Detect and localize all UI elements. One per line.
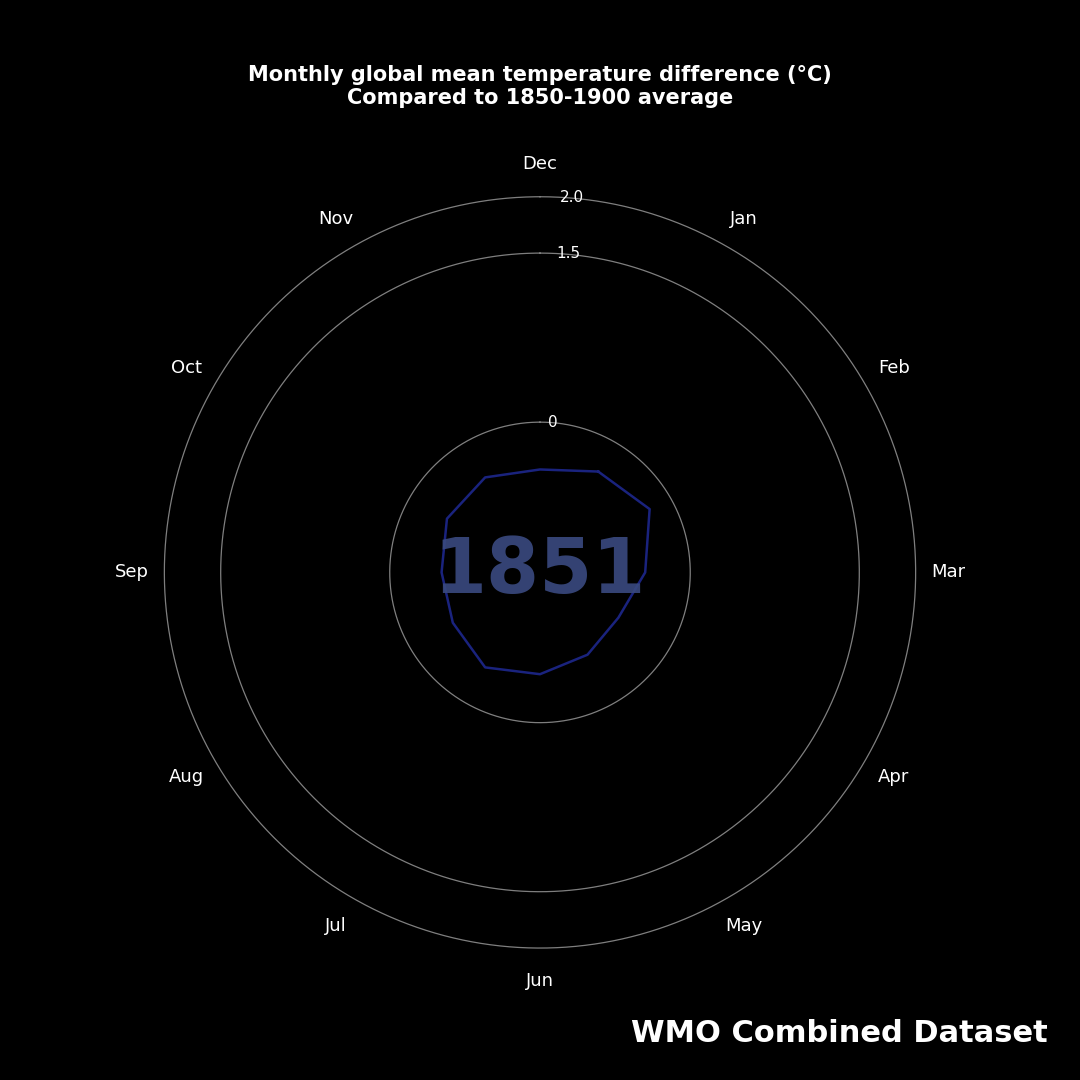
Text: Jan: Jan [730,210,758,228]
Text: May: May [726,917,762,935]
Text: Nov: Nov [319,210,353,228]
Text: 1.5: 1.5 [556,246,581,261]
Text: Feb: Feb [878,360,909,377]
Text: WMO Combined Dataset: WMO Combined Dataset [631,1018,1048,1048]
Text: Monthly global mean temperature difference (°C)
Compared to 1850-1900 average: Monthly global mean temperature differen… [248,65,832,108]
Text: 2.0: 2.0 [559,190,584,205]
Text: Apr: Apr [878,768,909,785]
Text: Jun: Jun [526,972,554,990]
Text: Sep: Sep [114,564,148,581]
Text: 0: 0 [548,415,557,430]
Text: Oct: Oct [171,360,202,377]
Text: Aug: Aug [168,768,204,785]
Text: Mar: Mar [931,564,966,581]
Text: Dec: Dec [523,154,557,173]
Text: 1851: 1851 [434,536,646,609]
Text: Jul: Jul [325,917,347,935]
